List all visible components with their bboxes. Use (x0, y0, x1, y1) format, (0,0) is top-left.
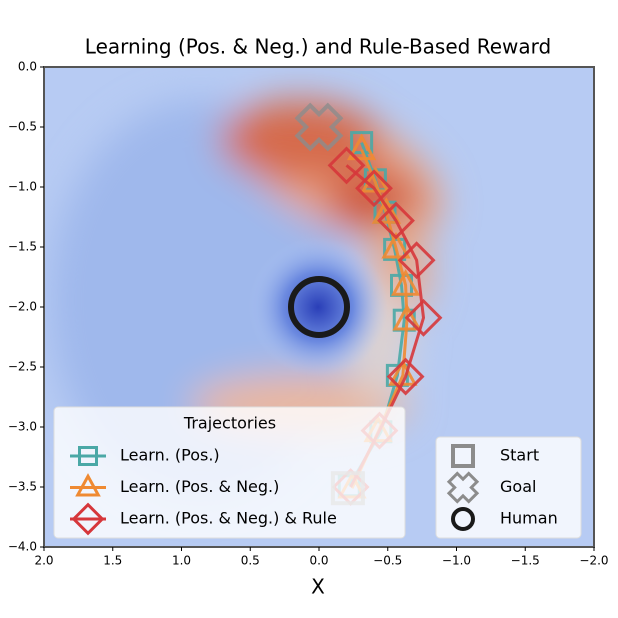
data-point (390, 269, 421, 296)
point-marker (294, 102, 344, 152)
data-point (386, 357, 425, 396)
legend-marker (75, 473, 101, 497)
y-tick-label: −0.5 (8, 120, 37, 134)
y-tick-label: −1.5 (8, 240, 37, 254)
x-tick-label: 1.5 (103, 554, 122, 568)
y-tick-label: 0.0 (18, 60, 37, 74)
x-tick-label: −2.0 (579, 554, 608, 568)
data-point (381, 231, 411, 259)
chart-title: Learning (Pos. & Neg.) and Rule-Based Re… (85, 35, 551, 59)
legend-marker (78, 446, 98, 466)
x-tick-label: 0.0 (309, 554, 328, 568)
legend: Trajectories Learn. (Pos.) Learn. (Pos. &… (53, 406, 406, 539)
data-point (371, 197, 402, 224)
x-tick-label: 2.0 (34, 554, 53, 568)
y-tick-label: −1.0 (8, 180, 37, 194)
data-point (404, 298, 443, 337)
data-point (327, 146, 366, 185)
data-point (346, 133, 377, 161)
x-tick-label: 0.5 (241, 554, 260, 568)
legend-title: Trajectories (183, 414, 276, 433)
y-tick-label: −3.5 (8, 480, 37, 494)
data-point (355, 169, 393, 208)
legend-label: Learn. (Pos.) (120, 446, 220, 465)
data-point (377, 201, 415, 240)
x-tick-label: −1.5 (511, 554, 540, 568)
y-tick-label: −4.0 (8, 540, 37, 554)
data-point (397, 241, 436, 280)
legend-marker (451, 507, 475, 531)
x-tick-label: −1.0 (442, 554, 471, 568)
y-tick-label: −3.0 (8, 420, 37, 434)
x-tick-label: −0.5 (373, 554, 402, 568)
legend-label: Goal (500, 477, 536, 496)
legend-marker (446, 471, 480, 504)
legend-marker (451, 444, 475, 468)
x-axis-label: X (311, 575, 325, 599)
legend-label: Learn. (Pos. & Neg.) & Rule (120, 509, 337, 528)
data-point (392, 303, 422, 331)
y-tick-label: −2.0 (8, 300, 37, 314)
legend-label: Human (500, 509, 558, 528)
legend-marker (71, 502, 105, 536)
legend-label: Start (500, 446, 539, 465)
y-tick-label: −2.5 (8, 360, 37, 374)
point-marker (288, 276, 350, 338)
legend: Start Goal Human (435, 436, 582, 539)
legend-label: Learn. (Pos. & Neg.) (120, 477, 279, 496)
x-tick-label: 1.0 (172, 554, 191, 568)
